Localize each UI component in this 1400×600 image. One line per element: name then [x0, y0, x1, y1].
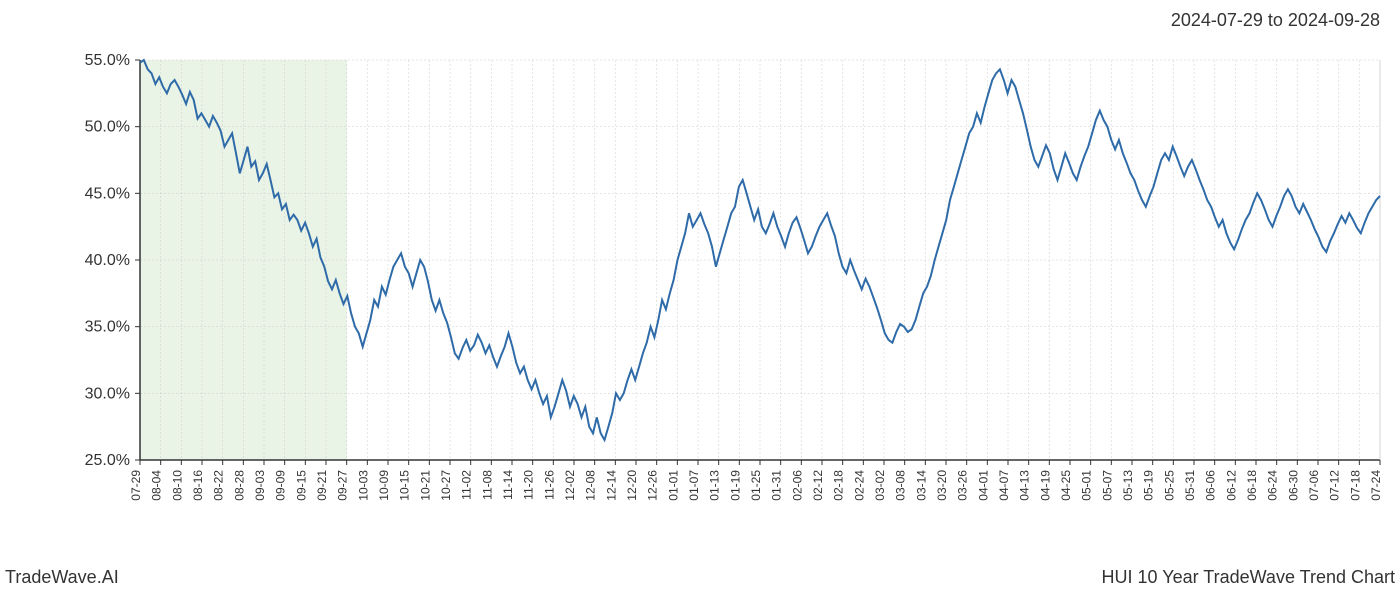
- x-tick-label: 12-20: [625, 470, 639, 501]
- x-tick-label: 06-30: [1286, 470, 1300, 501]
- x-tick-label: 07-06: [1307, 470, 1321, 501]
- x-tick-label: 01-07: [687, 470, 701, 501]
- x-tick-label: 02-12: [811, 470, 825, 501]
- x-tick-label: 03-14: [914, 470, 928, 501]
- brand-label: TradeWave.AI: [5, 567, 119, 588]
- x-tick-label: 03-26: [956, 470, 970, 501]
- x-tick-label: 12-08: [584, 470, 598, 501]
- x-tick-label: 09-27: [336, 470, 350, 501]
- x-tick-label: 04-01: [976, 470, 990, 501]
- y-tick-label: 50.0%: [85, 119, 130, 136]
- x-tick-label: 01-25: [749, 470, 763, 501]
- x-tick-label: 02-24: [852, 470, 866, 501]
- x-tick-label: 10-27: [439, 470, 453, 501]
- x-tick-label: 12-26: [646, 470, 660, 501]
- x-tick-label: 02-06: [790, 470, 804, 501]
- y-tick-label: 30.0%: [85, 385, 130, 402]
- x-tick-label: 09-09: [274, 470, 288, 501]
- x-tick-label: 04-13: [1018, 470, 1032, 501]
- x-tick-label: 05-01: [1080, 470, 1094, 501]
- x-tick-label: 03-08: [894, 470, 908, 501]
- x-tick-label: 08-10: [170, 470, 184, 501]
- x-tick-label: 05-31: [1183, 470, 1197, 501]
- x-tick-label: 07-18: [1348, 470, 1362, 501]
- x-tick-label: 07-24: [1369, 470, 1383, 501]
- x-tick-label: 10-15: [398, 470, 412, 501]
- x-tick-label: 10-09: [377, 470, 391, 501]
- x-tick-label: 08-22: [212, 470, 226, 501]
- chart-title: HUI 10 Year TradeWave Trend Chart: [1102, 567, 1395, 588]
- x-tick-label: 11-20: [522, 470, 536, 500]
- x-tick-label: 12-14: [604, 470, 618, 501]
- x-tick-label: 11-14: [501, 470, 515, 500]
- x-tick-label: 08-28: [232, 470, 246, 501]
- y-tick-label: 45.0%: [85, 185, 130, 202]
- x-tick-label: 03-02: [873, 470, 887, 501]
- x-tick-label: 11-08: [480, 470, 494, 500]
- x-tick-label: 09-21: [315, 470, 329, 501]
- x-tick-label: 01-13: [708, 470, 722, 501]
- x-tick-label: 10-21: [418, 470, 432, 501]
- x-tick-label: 11-26: [542, 470, 556, 500]
- chart-svg: 25.0% 30.0% 35.0% 40.0% 45.0% 50.0% 55.0% 07-29…: [0, 50, 1400, 530]
- x-tick-label: 07-12: [1328, 470, 1342, 501]
- x-tick-label: 10-03: [356, 470, 370, 501]
- x-tick-label: 09-15: [294, 470, 308, 501]
- x-tick-label: 03-20: [935, 470, 949, 501]
- trend-chart: 25.0% 30.0% 35.0% 40.0% 45.0% 50.0% 55.0% 07-29…: [0, 50, 1400, 530]
- date-range-label: 2024-07-29 to 2024-09-28: [1171, 10, 1380, 31]
- x-tick-label: 09-03: [253, 470, 267, 501]
- x-tick-label: 02-18: [832, 470, 846, 501]
- x-tick-label: 06-24: [1266, 470, 1280, 501]
- x-tick-label: 06-18: [1245, 470, 1259, 501]
- x-tick-label: 04-25: [1059, 470, 1073, 501]
- x-tick-label: 01-19: [728, 470, 742, 501]
- x-tick-label: 05-13: [1121, 470, 1135, 501]
- x-tick-label: 12-02: [563, 470, 577, 501]
- y-tick-label: 55.0%: [85, 52, 130, 69]
- y-tick-label: 35.0%: [85, 319, 130, 336]
- x-tick-label: 01-31: [770, 470, 784, 501]
- x-tick-label: 07-29: [129, 470, 143, 501]
- x-tick-label: 04-19: [1038, 470, 1052, 501]
- x-tick-label: 01-01: [666, 470, 680, 501]
- x-tick-label: 05-25: [1162, 470, 1176, 501]
- x-tick-label: 06-12: [1224, 470, 1238, 501]
- x-tick-label: 11-02: [460, 470, 474, 500]
- y-tick-label: 25.0%: [85, 452, 130, 469]
- y-tick-label: 40.0%: [85, 252, 130, 269]
- x-tick-label: 08-04: [150, 470, 164, 501]
- x-tick-label: 05-07: [1100, 470, 1114, 501]
- x-tick-label: 06-06: [1204, 470, 1218, 501]
- x-tick-label: 04-07: [997, 470, 1011, 501]
- x-tick-label: 08-16: [191, 470, 205, 501]
- x-tick-label: 05-19: [1142, 470, 1156, 501]
